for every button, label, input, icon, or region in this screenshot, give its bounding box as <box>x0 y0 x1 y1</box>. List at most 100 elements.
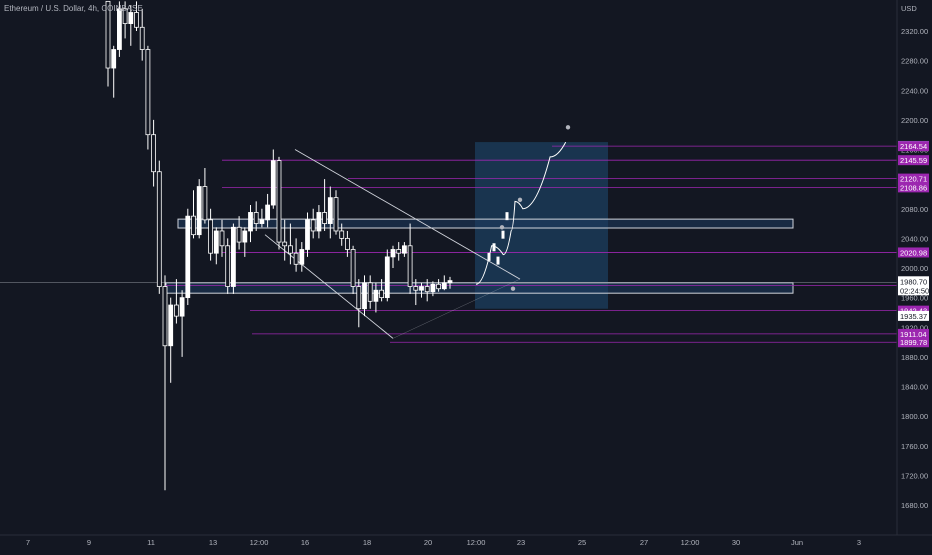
svg-text:2020.98: 2020.98 <box>900 248 927 257</box>
projection-marker <box>517 197 523 203</box>
price-tag: 2164.54 <box>898 141 929 152</box>
price-zone <box>177 218 794 229</box>
price-tick-label: 1760.00 <box>901 442 928 451</box>
candle <box>253 201 259 231</box>
candle <box>270 149 276 209</box>
time-tick-label: 25 <box>578 538 586 547</box>
candle <box>117 1 122 57</box>
candle <box>128 5 134 46</box>
candle <box>310 208 316 239</box>
price-tag: 1935.37 <box>898 310 929 321</box>
candle <box>265 193 271 228</box>
candle <box>441 275 447 291</box>
candle <box>242 227 248 257</box>
price-tag: 2108.86 <box>898 182 929 193</box>
price-tick-label: 1680.00 <box>901 501 928 510</box>
candle <box>259 208 265 228</box>
time-tick-label: 16 <box>301 538 309 547</box>
time-tick-label: 12:00 <box>250 538 269 547</box>
svg-text:1911.04: 1911.04 <box>900 330 927 339</box>
candle <box>333 190 339 235</box>
price-tick-label: 2200.00 <box>901 116 928 125</box>
projection-marker <box>510 286 516 291</box>
price-tag: 2020.98 <box>898 247 929 258</box>
price-tag: 1899.78 <box>898 337 929 348</box>
svg-text:1899.78: 1899.78 <box>900 338 927 347</box>
candle <box>162 275 168 491</box>
candle <box>276 156 282 250</box>
price-tick-label: 2080.00 <box>901 205 928 214</box>
trendline-base <box>392 278 521 339</box>
time-tick-label: 7 <box>26 538 30 547</box>
price-tick-label: 2280.00 <box>901 57 928 66</box>
projection-candle <box>496 256 500 265</box>
candle <box>122 1 128 39</box>
candle <box>287 223 293 265</box>
svg-text:02:24:50: 02:24:50 <box>900 286 929 295</box>
candle <box>373 282 379 313</box>
candle <box>344 230 350 257</box>
time-tick-label: 18 <box>363 538 371 547</box>
candle <box>236 216 242 250</box>
candle <box>430 281 436 297</box>
currency-label: USD <box>901 4 917 13</box>
candle <box>396 242 402 261</box>
candle <box>139 8 145 61</box>
horizontal-levels <box>0 145 897 343</box>
trend-channel-layer <box>264 149 521 339</box>
candle <box>213 227 219 265</box>
candle <box>145 45 151 150</box>
price-tag: 2145.59 <box>898 155 929 166</box>
candle <box>282 219 288 261</box>
price-tick-label: 1960.00 <box>901 294 928 303</box>
projection-layer <box>475 125 571 291</box>
candle <box>384 249 390 302</box>
svg-text:2145.59: 2145.59 <box>900 156 927 165</box>
price-tag: 2120.71 <box>898 173 929 184</box>
candle <box>424 279 430 302</box>
price-tags: 2164.772164.542145.592120.712108.862020.… <box>898 140 929 348</box>
price-zone <box>165 282 794 294</box>
price-tick-label: 1840.00 <box>901 383 928 392</box>
candle <box>447 276 453 289</box>
time-tick-label: 13 <box>209 538 217 547</box>
price-tick-label: 1800.00 <box>901 412 928 421</box>
projection-marker <box>499 225 505 230</box>
price-tick-label: 1880.00 <box>901 353 928 362</box>
candle <box>379 279 385 302</box>
candle <box>390 245 396 268</box>
projection-candle <box>492 243 496 252</box>
price-tick-label: 2320.00 <box>901 27 928 36</box>
candle <box>219 219 225 257</box>
time-tick-label: 23 <box>517 538 525 547</box>
candle <box>202 168 208 224</box>
svg-text:1935.37: 1935.37 <box>900 312 927 321</box>
projection-candle <box>487 252 491 261</box>
time-tick-label: 9 <box>87 538 91 547</box>
candle <box>339 223 345 246</box>
price-tick-label: 1920.00 <box>901 323 928 332</box>
candle <box>248 205 253 243</box>
candle <box>111 45 117 98</box>
candle <box>322 179 328 231</box>
projection-candle <box>505 212 509 221</box>
candle <box>185 208 191 306</box>
candle <box>196 179 202 239</box>
candle <box>413 279 419 306</box>
svg-text:1980.70: 1980.70 <box>900 277 927 286</box>
candle <box>173 279 179 324</box>
candle <box>316 205 322 239</box>
candle <box>305 212 310 257</box>
svg-text:2120.71: 2120.71 <box>900 175 927 184</box>
candle <box>293 238 299 272</box>
candles-layer <box>105 0 453 491</box>
candle <box>350 245 356 294</box>
time-tick-label: 27 <box>640 538 648 547</box>
candle <box>407 223 413 294</box>
time-tick-label: 20 <box>424 538 432 547</box>
price-tick-label: 2240.00 <box>901 86 928 95</box>
time-axis[interactable]: 7 9 11 13 12:00 16 18 20 12:00 23 25 27 12:00 30 Jun 3 <box>0 534 932 547</box>
